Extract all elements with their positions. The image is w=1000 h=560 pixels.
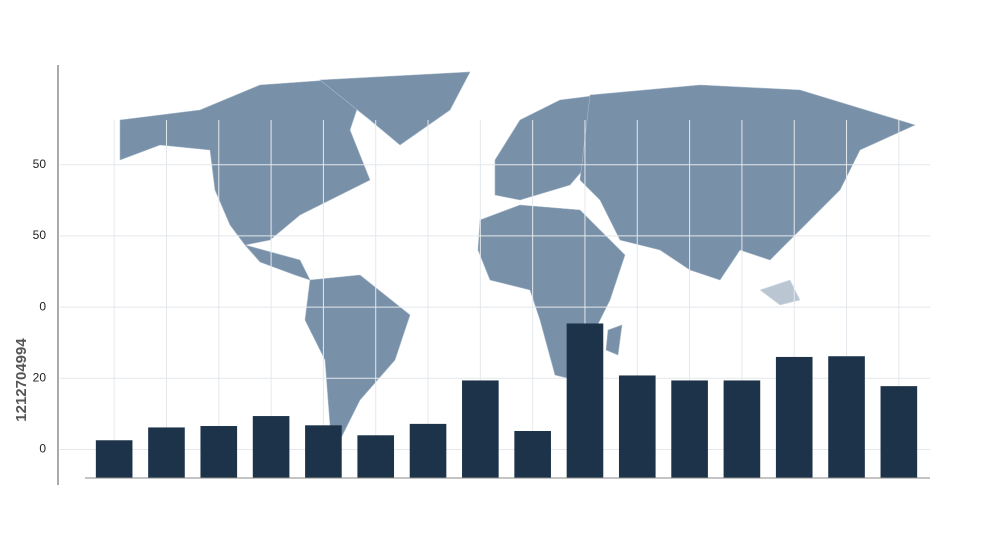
bar: [200, 426, 238, 478]
y-tick-label: 20: [33, 370, 47, 384]
bar: [514, 431, 551, 478]
bar: [566, 323, 604, 478]
bar: [462, 380, 499, 478]
bar: [409, 423, 447, 478]
bar: [775, 356, 813, 478]
y-tick-label: 50: [33, 157, 47, 171]
bar: [828, 356, 865, 478]
bar: [95, 440, 133, 478]
bar: [723, 380, 761, 478]
bar: [148, 427, 185, 478]
y-tick-label: 0: [39, 442, 46, 456]
bar: [305, 425, 342, 478]
bar: [252, 416, 290, 478]
bar: [671, 380, 708, 478]
bar: [618, 375, 656, 478]
bar: [880, 386, 918, 478]
bar: [357, 435, 395, 478]
watermark-id: 1212704994: [13, 338, 30, 422]
y-tick-label: 50: [33, 228, 47, 242]
y-tick-label: 0: [39, 299, 46, 313]
